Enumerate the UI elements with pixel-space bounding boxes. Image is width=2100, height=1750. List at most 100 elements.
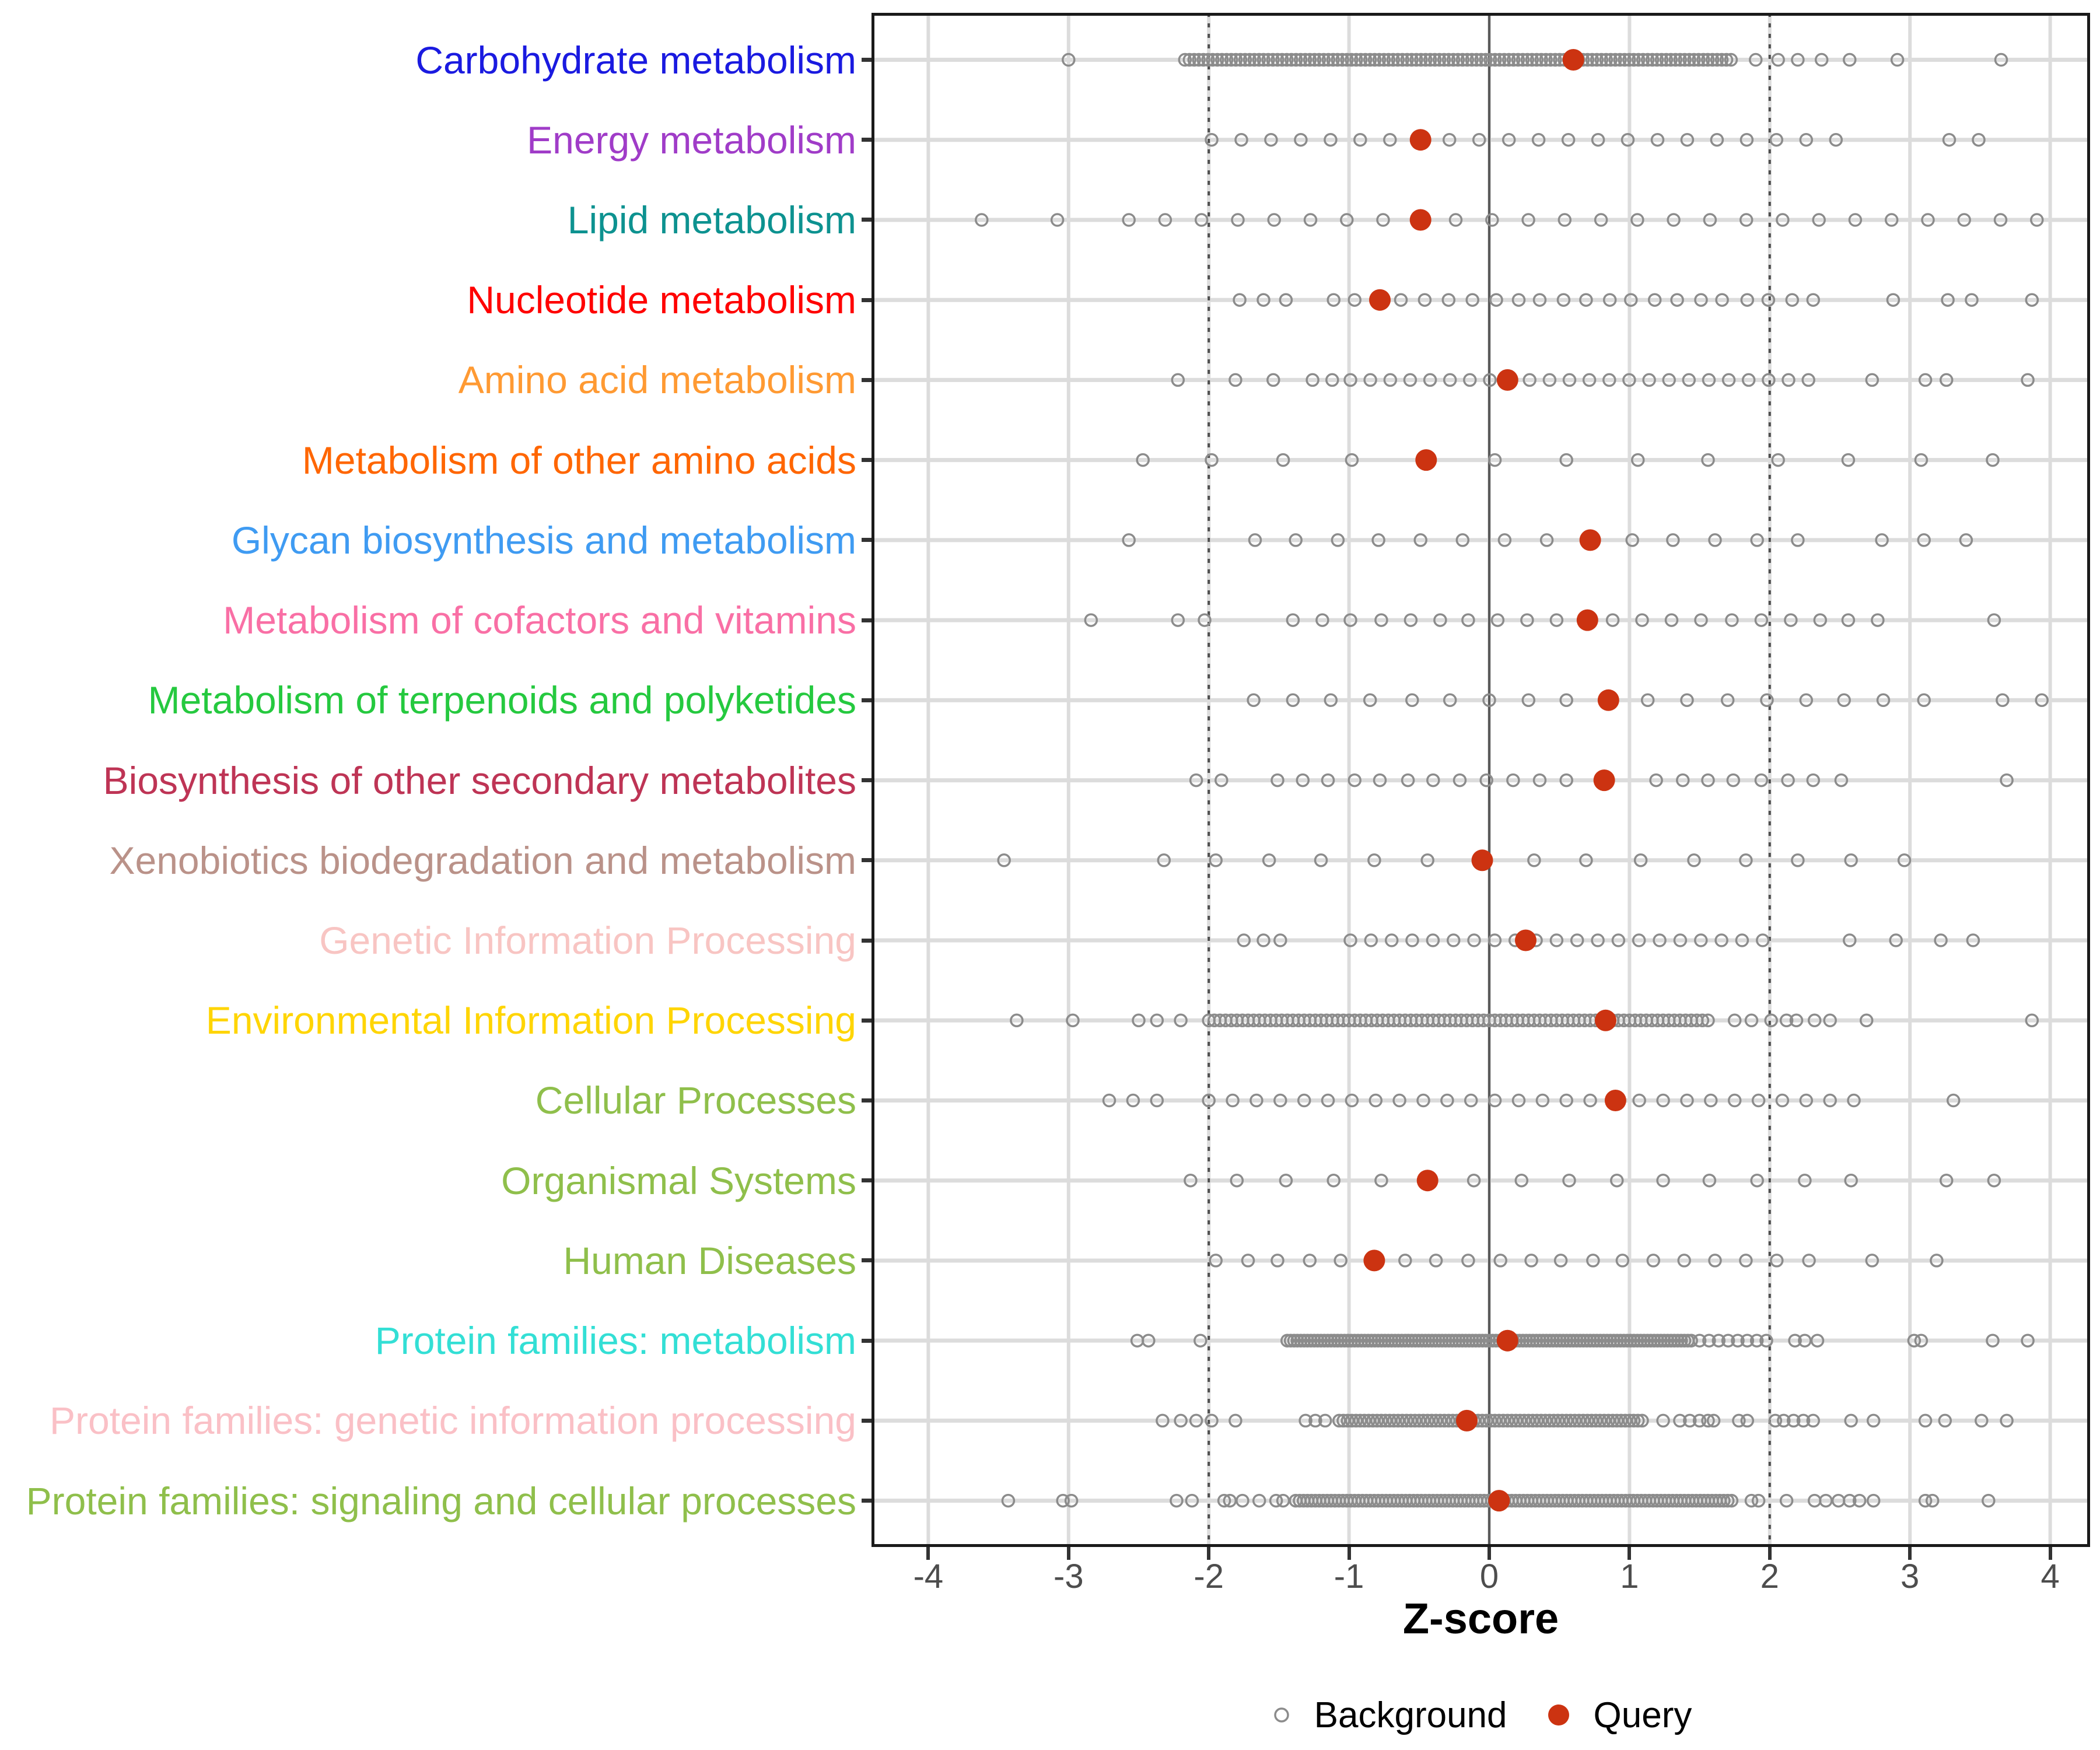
background-point	[1256, 933, 1270, 947]
x-axis-tick-label: -2	[1194, 1558, 1224, 1595]
background-point	[1442, 132, 1457, 147]
background-point	[1414, 52, 1428, 67]
background-point	[1708, 533, 1722, 547]
background-point	[1066, 1013, 1080, 1028]
y-axis-label: Protein families: genetic information pr…	[49, 1399, 856, 1443]
background-point	[1233, 293, 1247, 307]
background-point	[1214, 773, 1228, 788]
background-point	[1340, 213, 1354, 227]
x-axis-tick	[1488, 1547, 1491, 1560]
background-point	[1764, 1013, 1778, 1028]
background-point	[1198, 613, 1212, 627]
background-point	[1749, 1334, 1764, 1348]
y-axis-label: Lipid metabolism	[567, 198, 856, 242]
background-point	[1372, 52, 1387, 67]
background-point	[1646, 1254, 1661, 1268]
background-point	[1673, 1413, 1687, 1428]
query-point	[1415, 449, 1437, 471]
background-point	[1725, 613, 1739, 627]
background-point	[1373, 773, 1387, 788]
background-point	[1286, 693, 1300, 708]
background-point	[1294, 132, 1308, 147]
background-point	[1122, 213, 1136, 227]
background-point	[1717, 1493, 1731, 1508]
y-axis-tick	[862, 458, 872, 463]
background-point	[1493, 52, 1507, 67]
background-point	[1844, 853, 1858, 867]
background-point	[1064, 1493, 1079, 1508]
background-point	[1446, 52, 1461, 67]
background-point	[1549, 933, 1564, 947]
background-point	[1343, 373, 1357, 387]
x-axis-tick-label: 3	[1901, 1558, 1920, 1595]
background-point	[1585, 52, 1600, 67]
background-point	[1791, 52, 1805, 67]
background-point	[1170, 1493, 1184, 1508]
y-axis-label: Metabolism of other amino acids	[302, 438, 856, 482]
background-point	[1429, 1254, 1443, 1268]
query-point	[1409, 209, 1432, 231]
background-point	[1474, 52, 1488, 67]
background-point	[1296, 773, 1310, 788]
background-point	[1270, 1254, 1284, 1268]
background-point	[1279, 293, 1293, 307]
background-point	[1708, 1254, 1722, 1268]
background-point	[1604, 52, 1618, 67]
background-point	[1062, 52, 1076, 67]
y-axis-label: Organismal Systems	[501, 1158, 856, 1202]
background-point	[1384, 933, 1399, 947]
y-axis-label: Amino acid metabolism	[458, 358, 856, 402]
background-point	[1633, 853, 1648, 867]
background-point	[1345, 52, 1359, 67]
background-point	[1205, 132, 1219, 147]
query-point	[1369, 289, 1391, 311]
legend-label-background: Background	[1314, 1695, 1507, 1735]
background-point	[1710, 52, 1724, 67]
background-point	[1532, 293, 1547, 307]
background-point	[1796, 1413, 1811, 1428]
background-point	[1363, 52, 1377, 67]
background-point	[1354, 52, 1368, 67]
y-axis-tick	[862, 298, 872, 302]
background-point	[1692, 1334, 1707, 1348]
plot-panel	[872, 13, 2090, 1547]
background-point	[1579, 293, 1593, 307]
background-point	[1710, 132, 1724, 147]
background-point	[1799, 693, 1814, 708]
query-point	[1488, 1490, 1510, 1512]
background-point	[1427, 52, 1442, 67]
background-point	[1150, 1093, 1164, 1108]
background-point	[1488, 933, 1502, 947]
background-point	[1668, 52, 1683, 67]
background-point	[1630, 213, 1644, 227]
background-point	[1799, 132, 1814, 147]
background-point	[1150, 1013, 1164, 1028]
y-axis-tick	[862, 218, 872, 222]
background-point	[1056, 1493, 1070, 1508]
background-point	[1405, 693, 1419, 708]
background-point	[1279, 1173, 1293, 1188]
background-point	[1806, 773, 1821, 788]
background-point	[1236, 1493, 1250, 1508]
background-point	[1219, 52, 1234, 67]
background-point	[1802, 1254, 1816, 1268]
background-point	[1250, 1093, 1264, 1108]
background-point	[1741, 373, 1756, 387]
background-point	[1735, 933, 1749, 947]
y-axis-tick	[862, 1018, 872, 1023]
background-point	[1590, 52, 1604, 67]
background-point	[1659, 52, 1674, 67]
background-point	[1759, 1334, 1773, 1348]
background-point	[1142, 1334, 1156, 1348]
background-point	[1205, 1413, 1219, 1428]
background-point	[1455, 533, 1470, 547]
background-point	[1889, 933, 1903, 947]
background-point	[1724, 1493, 1739, 1508]
background-point	[1631, 453, 1645, 467]
background-point	[1441, 293, 1456, 307]
y-axis-tick	[862, 138, 872, 142]
background-point	[1664, 613, 1679, 627]
y-axis-tick	[862, 938, 872, 943]
background-point	[1769, 132, 1784, 147]
background-point	[1132, 1013, 1146, 1028]
